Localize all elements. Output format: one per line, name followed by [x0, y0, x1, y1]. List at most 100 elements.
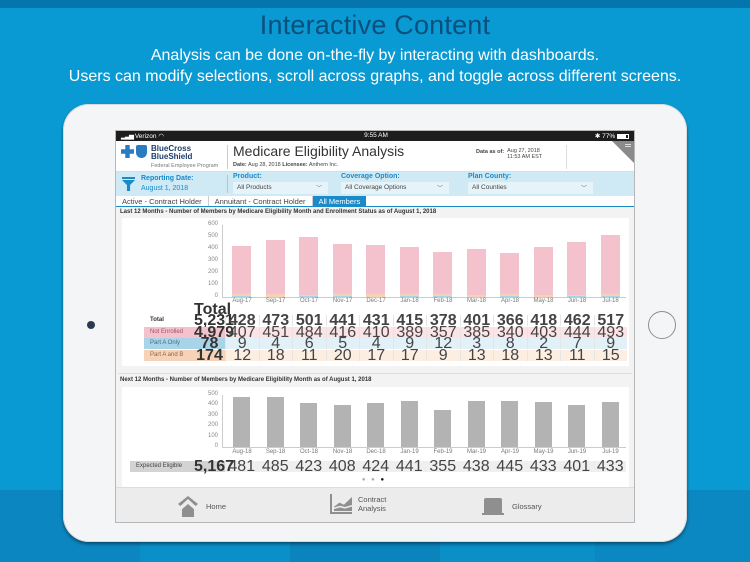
table-cell: 484	[292, 324, 326, 340]
y-tick-label: 300	[207, 257, 218, 263]
carrier: Verizon	[134, 133, 157, 140]
table-cell: 378	[426, 313, 460, 329]
table-cell: 11	[292, 347, 326, 363]
bar-segment[interactable]	[265, 294, 285, 297]
bar-segment[interactable]	[533, 295, 553, 297]
bar[interactable]	[333, 404, 351, 447]
bar[interactable]	[601, 401, 619, 447]
tab-all-members[interactable]: All Members	[312, 196, 367, 206]
bar[interactable]	[568, 405, 585, 447]
nav-contract-analysis[interactable]: Contract Analysis	[330, 494, 386, 514]
bar-segment[interactable]	[567, 296, 586, 297]
table-cell: 18	[258, 347, 293, 363]
table-cell: 11	[560, 347, 594, 363]
bar[interactable]	[367, 402, 384, 447]
app-screen: ▂▃▅ Verizon ◠ 9:55 AM ✱ 77% BlueCross Bl…	[115, 130, 635, 523]
nav-glossary[interactable]: Glossary	[482, 498, 542, 515]
table-cell: 416	[325, 324, 360, 340]
table-cell: 433	[596, 458, 624, 475]
bar[interactable]	[501, 400, 518, 447]
bar-segment[interactable]	[366, 294, 385, 297]
bar-segment[interactable]	[265, 240, 285, 295]
bar[interactable]	[233, 396, 250, 447]
bar-segment[interactable]	[433, 251, 452, 295]
table-cell: 410	[359, 324, 393, 340]
county-select[interactable]: All Counties ﹀	[468, 182, 593, 194]
page-title: Medicare Eligibility Analysis	[233, 143, 405, 159]
bar-segment[interactable]	[500, 296, 519, 297]
nav-contract-label-2: Analysis	[358, 504, 386, 513]
product-select[interactable]: All Products ﹀	[233, 182, 328, 194]
home-hardware-button[interactable]	[648, 311, 676, 339]
bar-segment[interactable]	[500, 253, 519, 294]
bar-segment[interactable]	[567, 241, 586, 295]
reporting-date-label: Reporting Date:	[141, 175, 194, 182]
table-row-label: Not Enrolled	[144, 326, 194, 338]
licensee-label: Licensee:	[282, 162, 308, 168]
menu-corner-button[interactable]	[612, 141, 634, 163]
bar-segment[interactable]	[466, 295, 486, 297]
reporting-date-value[interactable]: August 1, 2018	[141, 185, 189, 192]
tab-active-contract-holder[interactable]: Active - Contract Holder	[116, 196, 209, 206]
last-12-months-panel: Last 12 Months - Number of Members by Me…	[118, 207, 632, 373]
bar-segment[interactable]	[433, 294, 452, 296]
bar-segment[interactable]	[332, 294, 352, 297]
bar-segment[interactable]	[232, 294, 251, 296]
bar-segment[interactable]	[500, 293, 519, 297]
bar-segment[interactable]	[600, 295, 620, 297]
product-value: All Products	[237, 184, 272, 191]
bar-segment[interactable]	[232, 295, 251, 297]
bar-segment[interactable]	[299, 296, 318, 297]
table-cell: 366	[493, 313, 527, 329]
table-cell: 9	[392, 336, 427, 352]
divider	[566, 145, 567, 169]
y-tick-label: 100	[207, 281, 218, 287]
bar-segment[interactable]	[399, 295, 419, 297]
bar-segment[interactable]	[299, 294, 318, 297]
bar-segment[interactable]	[600, 234, 620, 295]
table-cell: 389	[392, 324, 427, 340]
bar-segment[interactable]	[466, 248, 486, 296]
bar[interactable]	[467, 401, 485, 447]
table-cell: 357	[426, 324, 460, 340]
bar[interactable]	[434, 410, 451, 447]
tab-annuitant-contract-holder[interactable]: Annuitant - Contract Holder	[209, 196, 313, 206]
bar-segment[interactable]	[399, 293, 419, 296]
bar-segment[interactable]	[567, 294, 586, 297]
bar-segment[interactable]	[332, 296, 352, 297]
bar-segment[interactable]	[533, 246, 553, 296]
nav-glossary-label: Glossary	[512, 502, 542, 511]
table-cell: 431	[359, 313, 393, 329]
bar-segment[interactable]	[433, 295, 452, 297]
home-icon	[178, 496, 198, 517]
book-icon	[482, 498, 504, 515]
bar-segment[interactable]	[399, 247, 419, 294]
bar-segment[interactable]	[366, 245, 385, 295]
bar-segment[interactable]	[600, 294, 620, 296]
table-cell: 12	[225, 347, 259, 363]
nav-home[interactable]: Home	[178, 496, 226, 517]
x-tick-label: May-19	[533, 449, 554, 455]
bar-segment[interactable]	[332, 244, 352, 294]
table-cell: 17	[392, 347, 427, 363]
x-tick-label: Feb-18	[433, 298, 453, 304]
product-label: Product:	[233, 173, 262, 180]
y-tick-label: 600	[207, 221, 218, 227]
bar[interactable]	[266, 396, 284, 447]
x-tick-label: Dec-17	[366, 298, 386, 304]
table-cell: 340	[493, 324, 527, 340]
wifi-icon: ◠	[158, 133, 164, 140]
divider	[227, 145, 228, 169]
shield-icon	[136, 145, 147, 158]
bar[interactable]	[300, 403, 317, 447]
chart-icon	[330, 494, 352, 514]
table-cell: 473	[258, 313, 293, 329]
coverage-select[interactable]: All Coverage Options ﹀	[341, 182, 449, 194]
bar[interactable]	[400, 401, 418, 447]
filter-icon[interactable]	[122, 177, 135, 191]
bar[interactable]	[534, 401, 552, 447]
bar-segment[interactable]	[232, 245, 251, 295]
bar-segment[interactable]	[299, 236, 318, 295]
page-indicator[interactable]: ● ● ●	[361, 477, 387, 483]
asof-date: Aug 27, 2018	[507, 148, 540, 154]
